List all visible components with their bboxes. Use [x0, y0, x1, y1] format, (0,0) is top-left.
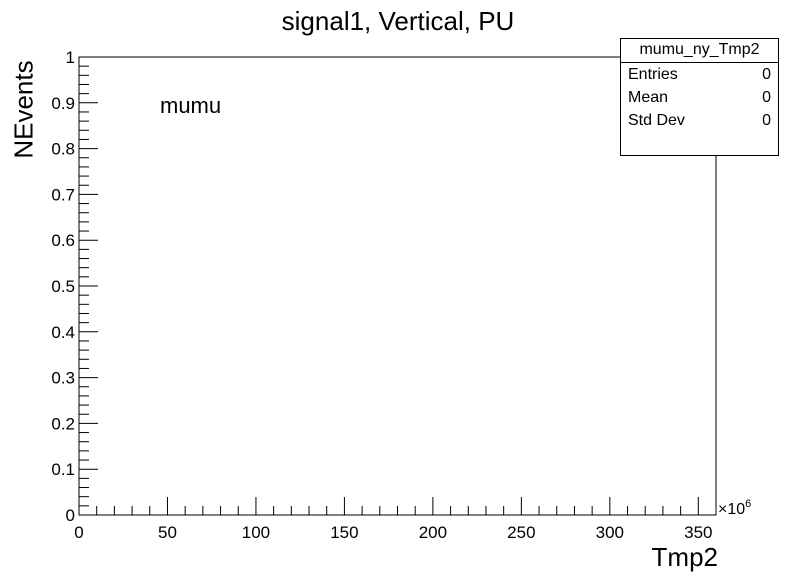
stats-row-entries: Entries 0: [621, 63, 778, 86]
x-axis-label: Tmp2: [651, 542, 718, 572]
y-tick-label: 0.9: [51, 94, 75, 113]
y-axis: 0 0.1 0.2 0.3 0.4 0.5 0.6 0.7 0.8 0.9 1: [51, 48, 98, 525]
y-tick-label: 0.4: [51, 323, 75, 342]
x-tick-label: 50: [158, 523, 177, 542]
x-tick-label: 300: [596, 523, 624, 542]
y-tick-label: 0.8: [51, 140, 75, 159]
x-axis: 0 50 100 150 200 250 300 350: [74, 497, 717, 542]
stats-label: Std Dev: [628, 112, 685, 129]
x-tick-label: 200: [419, 523, 447, 542]
stats-box: mumu_ny_Tmp2 Entries 0 Mean 0 Std Dev 0: [620, 38, 779, 156]
stats-value: 0: [762, 89, 771, 106]
stats-box-title: mumu_ny_Tmp2: [621, 39, 778, 63]
x-tick-label: 0: [74, 523, 83, 542]
x-tick-label: 150: [330, 523, 358, 542]
stats-row-stddev: Std Dev 0: [621, 109, 778, 132]
y-tick-label: 0.1: [51, 460, 75, 479]
annotation-text: mumu: [160, 93, 222, 118]
y-tick-label: 0.2: [51, 414, 75, 433]
y-tick-label: 0.7: [51, 185, 75, 204]
x-tick-label: 350: [684, 523, 712, 542]
stats-label: Entries: [628, 66, 678, 83]
x-exponent-power: 6: [745, 498, 752, 510]
y-tick-label: 0.6: [51, 231, 75, 250]
y-tick-label: 0.5: [51, 277, 75, 296]
stats-value: 0: [762, 112, 771, 129]
y-tick-label: 0.3: [51, 369, 75, 388]
y-axis-label: NEvents: [8, 60, 39, 159]
x-tick-label: 250: [507, 523, 535, 542]
y-tick-label: 1: [66, 48, 75, 67]
stats-label: Mean: [628, 89, 669, 106]
chart-title: signal1, Vertical, PU: [281, 6, 515, 36]
y-tick-label: 0: [66, 506, 75, 525]
x-exponent-base: ×10: [718, 501, 746, 518]
x-axis-exponent: ×106: [718, 498, 751, 519]
stats-row-mean: Mean 0: [621, 86, 778, 109]
x-tick-label: 100: [242, 523, 270, 542]
stats-value: 0: [762, 66, 771, 83]
